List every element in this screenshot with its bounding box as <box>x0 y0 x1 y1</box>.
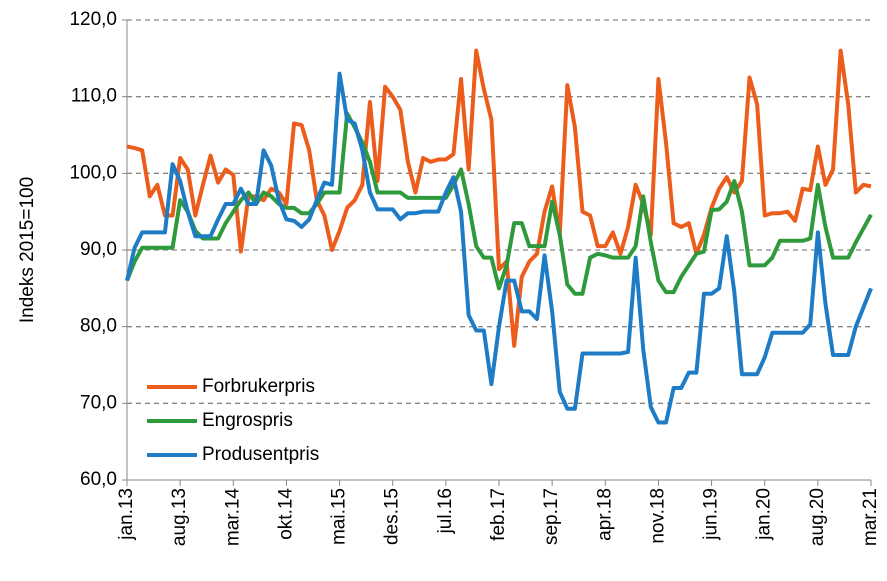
x-tick-label: jun.19 <box>701 488 722 541</box>
y-tick-label: 90,0 <box>80 239 117 260</box>
y-tick-label: 100,0 <box>69 162 117 183</box>
y-tick-label: 120,0 <box>69 9 117 30</box>
y-tick-label: 80,0 <box>80 316 117 337</box>
x-tick-label: apr.18 <box>594 488 615 541</box>
legend-label: Forbrukerpris <box>202 376 315 397</box>
x-tick-label: jul.16 <box>435 488 456 534</box>
x-tick-label: mar.21 <box>860 488 881 546</box>
legend-label: Engrospris <box>202 410 293 431</box>
x-tick-label: feb.17 <box>488 488 509 541</box>
x-tick-label: aug.20 <box>807 488 828 546</box>
x-tick-label: jan.20 <box>754 488 775 541</box>
x-tick-label: nov.18 <box>647 488 668 544</box>
line-series <box>125 71 873 425</box>
x-tick-label: mai.15 <box>329 488 350 545</box>
line-series <box>125 111 873 296</box>
legend-label: Produsentpris <box>202 444 319 465</box>
x-tick-label: mar.14 <box>222 488 243 547</box>
y-tick-label: 110,0 <box>71 86 117 107</box>
x-tick-label: jan.13 <box>116 488 137 541</box>
x-tick-label: sep.17 <box>541 488 562 545</box>
y-tick-label: 70,0 <box>80 392 117 413</box>
x-tick-label: okt.14 <box>275 488 296 540</box>
x-tick-label: des.15 <box>382 488 403 545</box>
y-tick-label: 60,0 <box>80 469 117 490</box>
y-axis-title: Indeks 2015=100 <box>17 177 38 323</box>
x-tick-label: aug.13 <box>169 488 190 546</box>
line-series <box>126 48 872 348</box>
